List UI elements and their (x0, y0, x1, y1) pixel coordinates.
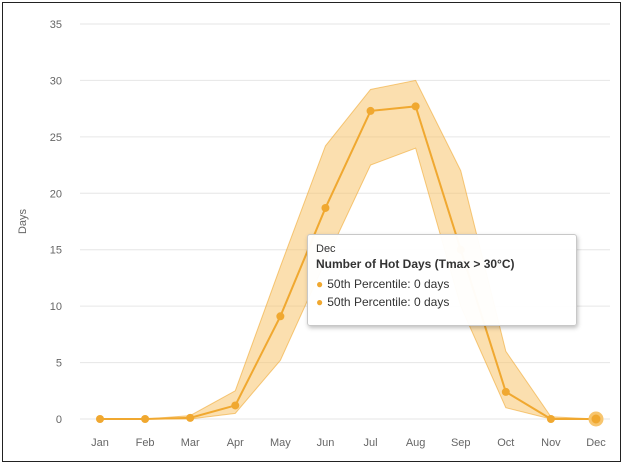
x-tick-label: Jun (317, 437, 335, 449)
x-tick-label: Feb (136, 437, 155, 449)
tooltip-row-text: 50th Percentile: 0 days (327, 277, 450, 291)
x-tick-label: Aug (406, 437, 426, 449)
y-tick-label: 20 (50, 188, 62, 200)
x-tick-label: Sep (451, 437, 471, 449)
data-point[interactable] (501, 387, 510, 396)
data-point[interactable] (588, 411, 604, 427)
x-tick-label: Apr (227, 437, 244, 449)
data-point[interactable] (96, 415, 104, 423)
y-tick-label: 35 (50, 19, 62, 31)
y-tick-label: 10 (50, 301, 62, 313)
tooltip-title: Number of Hot Days (Tmax > 30°C) (316, 257, 515, 271)
x-tick-label: Nov (541, 437, 561, 449)
x-tick-label: May (270, 437, 291, 449)
data-point[interactable] (321, 203, 330, 212)
tooltip-header: Dec (316, 243, 336, 255)
data-point[interactable] (366, 106, 375, 115)
bullet-icon: ● (316, 295, 324, 309)
bullet-icon: ● (316, 277, 324, 291)
data-point[interactable] (411, 102, 420, 111)
grid-lines (80, 23, 610, 420)
tooltip-row: ● 50th Percentile: 0 days (316, 293, 568, 311)
x-axis-ticks: Jan Feb Mar Apr May Jun Jul Aug Sep Oct Nov Dec (91, 437, 606, 449)
y-axis-label: Days (17, 208, 29, 234)
x-tick-label: Dec (586, 437, 606, 449)
x-tick-label: Oct (497, 437, 514, 449)
series-line (100, 105, 596, 420)
data-point[interactable] (141, 415, 150, 423)
data-point[interactable] (231, 401, 240, 410)
y-tick-label: 15 (50, 245, 62, 257)
data-point[interactable] (546, 415, 555, 423)
data-point[interactable] (276, 312, 285, 321)
x-tick-label: Jul (364, 437, 378, 449)
tooltip: Dec Number of Hot Days (Tmax > 30°C) ● 50… (307, 234, 577, 326)
y-tick-label: 30 (50, 75, 62, 87)
y-tick-label: 0 (56, 414, 62, 426)
tooltip-row: ● 50th Percentile: 0 days (316, 275, 568, 293)
x-tick-label: Mar (181, 437, 200, 449)
y-axis-ticks: 0 5 10 15 20 25 30 35 (50, 19, 62, 426)
y-tick-label: 25 (50, 132, 62, 144)
tooltip-row-text: 50th Percentile: 0 days (327, 295, 450, 309)
y-tick-label: 5 (56, 358, 62, 370)
x-tick-label: Jan (91, 437, 109, 449)
data-point[interactable] (186, 413, 195, 422)
